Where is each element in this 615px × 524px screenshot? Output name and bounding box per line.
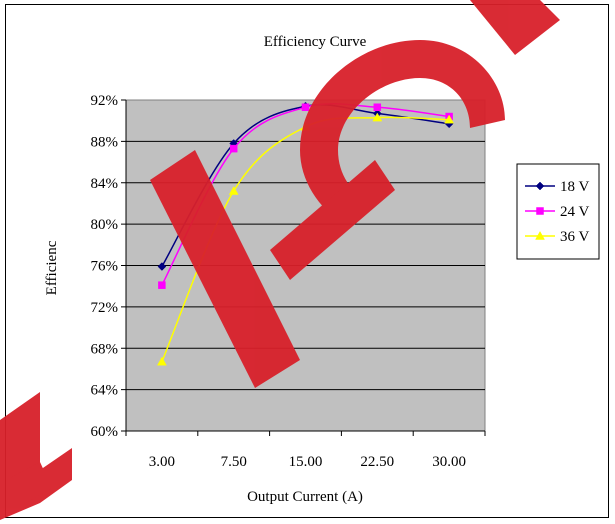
data-point xyxy=(373,103,382,111)
x-tick-label: 3.00 xyxy=(149,454,175,470)
data-point xyxy=(157,262,167,271)
x-tick-labels: 3.00 7.50 15.00 22.50 30.00 xyxy=(149,454,466,470)
data-point xyxy=(444,114,455,124)
series-line xyxy=(161,116,450,362)
x-tick-label: 22.50 xyxy=(360,454,394,470)
series-2 xyxy=(156,112,455,366)
y-tick-label: 76% xyxy=(91,259,119,275)
data-series xyxy=(156,101,455,366)
x-axis-label: Output Current (A) xyxy=(247,489,363,505)
y-tick-labels: 60% 64% 68% 72% 76% 80% 84% 88% 92% xyxy=(91,93,119,440)
legend-label: 18 V xyxy=(560,179,589,195)
axes xyxy=(125,100,486,436)
legend-label: 36 V xyxy=(560,229,589,245)
legend-label: 24 V xyxy=(560,204,589,220)
y-tick-label: 72% xyxy=(91,300,119,316)
x-tick-label: 7.50 xyxy=(221,454,247,470)
data-point xyxy=(158,281,166,289)
y-tick-label: 68% xyxy=(91,341,119,357)
x-tick-label: 15.00 xyxy=(289,454,323,470)
y-tick-label: 60% xyxy=(91,424,119,440)
legend-marker xyxy=(535,230,545,240)
data-point xyxy=(156,356,167,366)
y-tick-label: 92% xyxy=(91,93,119,109)
y-tick-label: 80% xyxy=(91,217,119,233)
legend-marker xyxy=(536,207,544,215)
chart-title: Efficiency Curve xyxy=(264,34,367,50)
data-point xyxy=(229,144,238,153)
legend-marker xyxy=(535,181,545,191)
y-tick-label: 84% xyxy=(91,176,119,192)
watermark-stamp xyxy=(0,0,560,520)
legend: 18 V 24 V 36 V xyxy=(516,163,600,260)
data-point xyxy=(228,186,239,195)
data-point xyxy=(372,112,383,122)
y-tick-label: 88% xyxy=(91,134,119,150)
y-tick-label: 64% xyxy=(91,383,119,399)
x-tick-label: 30.00 xyxy=(432,454,466,470)
data-point xyxy=(301,103,310,111)
y-axis-label: Efficienc xyxy=(44,240,60,295)
